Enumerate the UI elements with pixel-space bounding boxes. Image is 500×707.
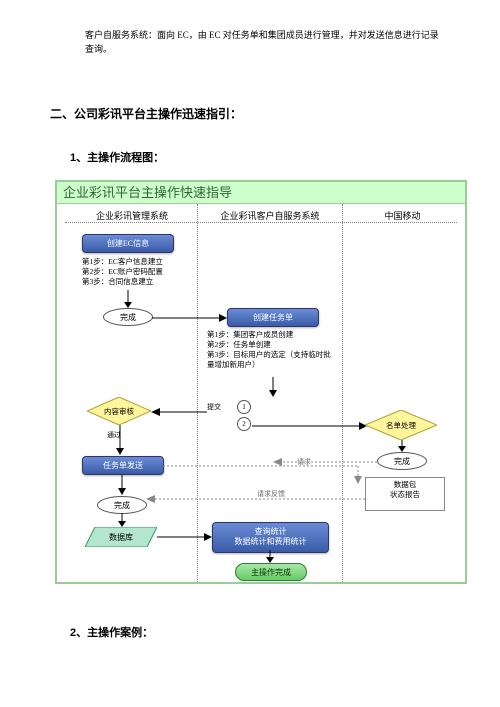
node-task-send: 任务单发送 [82, 456, 164, 475]
diagram-title: 企业彩讯平台主操作快速指导 [57, 182, 465, 204]
node-create-task: 创建任务单 [227, 308, 319, 327]
arrow-tasksend-down [116, 475, 128, 495]
section-title: 二、公司彩讯平台主操作迅速指引： [50, 105, 242, 124]
node-complete-1: 完成 [103, 308, 153, 326]
arrow-stats-down [264, 550, 276, 563]
arrow-ec-to-complete [122, 290, 134, 308]
col-header-2: 企业彩讯客户自服务系统 [200, 209, 340, 222]
arrow-submit-to-audit [151, 407, 207, 417]
arrow-db-to-stats [157, 532, 212, 542]
node-database: 数据库 [85, 527, 157, 547]
node-list-process: 名单处理 [365, 410, 437, 440]
audit-label: 内容审核 [87, 397, 151, 425]
arrow-2-to-list [252, 421, 367, 431]
subsection-2: 2、主操作案例： [70, 625, 153, 643]
node-audit: 内容审核 [87, 397, 151, 425]
list-process-label: 名单处理 [365, 410, 437, 440]
header-divider [65, 222, 457, 223]
node-complete-2: 完成 [97, 496, 147, 514]
subsection-1: 1、主操作流程图： [70, 150, 164, 168]
node-datapack: 数据包 状态报告 [365, 477, 445, 511]
arrow-request-feedback [146, 492, 365, 506]
node-main-done: 主操作完成 [235, 563, 307, 581]
col-header-1: 企业彩讯管理系统 [67, 209, 197, 222]
col-header-3: 中国移动 [345, 209, 460, 222]
circle-1: 1 [237, 400, 251, 414]
arrow-task-down [267, 377, 279, 397]
arrow-list-down [396, 440, 408, 452]
database-label: 数据库 [85, 527, 157, 547]
circle-2: 2 [237, 417, 251, 431]
flowchart-diagram: 企业彩讯平台主操作快速指导 企业彩讯管理系统 企业彩讯客户自服务系统 中国移动 … [55, 180, 467, 584]
arrow-complete-to-task [152, 313, 227, 323]
arrow-complete2-down [116, 513, 128, 527]
intro-paragraph: 客户自服务系统：面向 EC，由 EC 对任务单和集团成员进行管理，并对发送信息进… [85, 28, 445, 57]
node-stats: 查询统计 数据统计和费用统计 [212, 522, 329, 553]
label-submit: 提交 [207, 402, 221, 412]
col-divider-1 [197, 204, 198, 582]
text-task-steps: 第1步：集团客户成员创建 第2步：任务单创建 第3步：目标用户的选定（支持临时批… [207, 330, 337, 371]
arrow-col3-back [273, 457, 377, 467]
label-request-feedback: 请求反馈 [257, 489, 285, 499]
col-divider-2 [342, 204, 343, 582]
node-complete-3: 完成 [377, 452, 427, 470]
arrow-audit-down [114, 425, 126, 455]
text-ec-steps: 第1步：EC客户信息建立 第2步：EC账户密码配置 第3步：合同信息建立 [82, 257, 190, 287]
node-create-ec: 创建EC信息 [82, 234, 174, 253]
